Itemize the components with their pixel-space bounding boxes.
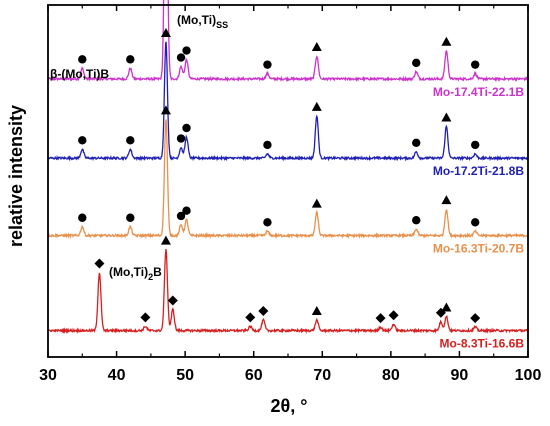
marker-circle-1-3 — [182, 123, 191, 133]
axes — [47, 4, 529, 358]
series-label-0: Mo-17.4Ti-22.1B — [433, 85, 524, 99]
marker-triangle-1-1 — [311, 101, 322, 111]
x-tick-label-3: 60 — [245, 367, 263, 384]
x-tick-label-7: 100 — [515, 367, 542, 384]
marker-circle-1-6 — [471, 140, 480, 150]
x-tick-label-5: 80 — [382, 367, 400, 384]
series-label-1: Mo-17.2Ti-21.8B — [433, 164, 524, 178]
marker-circle-1-5 — [412, 138, 421, 147]
x-tick-label-6: 90 — [451, 367, 469, 384]
marker-triangle-3-1 — [311, 306, 322, 316]
marker-circle-2-6 — [471, 218, 480, 227]
marker-circle-0-2 — [176, 53, 186, 62]
x-ticks: 30 40 50 60 70 80 90 100 — [39, 5, 541, 384]
series-line-0 — [47, 0, 529, 83]
marker-diamond-3-4 — [258, 306, 269, 317]
marker-circle-2-1 — [126, 213, 135, 222]
plot-frame — [47, 4, 529, 358]
y-axis-title: relative intensity — [6, 105, 26, 247]
marker-circle-2-4 — [263, 218, 272, 227]
marker-diamond-3-1 — [140, 312, 151, 323]
x-tick-label-4: 70 — [313, 367, 331, 384]
marker-circle-2-0 — [78, 213, 87, 222]
marker-circle-0-6 — [471, 60, 480, 69]
x-axis-title: 2θ, ° — [271, 396, 308, 416]
marker-triangle-2-0 — [160, 105, 171, 115]
series-label-2: Mo-16.3Ti-20.7B — [433, 242, 524, 256]
marker-circle-2-2 — [176, 211, 186, 221]
series-line-1 — [47, 41, 529, 162]
marker-diamond-3-5 — [375, 313, 386, 324]
marker-triangle-0-2 — [441, 36, 452, 46]
marker-circle-1-1 — [126, 136, 135, 145]
series-lines — [47, 0, 529, 334]
marker-circle-0-0 — [78, 55, 87, 64]
x-tick-label-0: 30 — [39, 367, 57, 384]
marker-circle-0-3 — [182, 46, 191, 55]
marker-triangle-1-2 — [441, 112, 452, 122]
annotation-beta: β-(Mo,Ti)B — [50, 67, 109, 81]
marker-circle-0-1 — [126, 55, 135, 64]
x-tick-label-1: 40 — [108, 367, 126, 384]
series-labels: Mo-17.4Ti-22.1B Mo-17.2Ti-21.8B Mo-16.3Ti-… — [433, 85, 524, 351]
phase-markers — [78, 27, 481, 324]
marker-circle-1-4 — [263, 140, 272, 150]
marker-triangle-2-1 — [311, 198, 322, 208]
annotation-boride: (Mo,Ti)2B — [109, 265, 162, 282]
annotation-ss: (Mo,Ti)SS — [177, 13, 228, 30]
marker-diamond-3-3 — [245, 312, 256, 323]
marker-diamond-3-2 — [167, 295, 178, 306]
marker-triangle-3-0 — [160, 235, 171, 245]
marker-circle-2-3 — [182, 206, 191, 215]
marker-triangle-3-2 — [441, 302, 452, 312]
marker-circle-2-5 — [412, 216, 421, 225]
marker-circle-1-2 — [176, 134, 186, 143]
marker-diamond-3-7 — [435, 307, 446, 318]
series-label-3: Mo-8.3Ti-16.6B — [440, 337, 525, 351]
series-line-3 — [47, 249, 529, 334]
x-tick-label-2: 50 — [176, 367, 194, 384]
marker-triangle-1-0 — [160, 27, 171, 37]
marker-diamond-3-8 — [470, 313, 481, 324]
marker-diamond-3-6 — [388, 310, 399, 321]
marker-circle-0-5 — [412, 58, 421, 68]
marker-diamond-3-0 — [94, 258, 105, 269]
series-line-2 — [47, 119, 529, 240]
marker-triangle-2-2 — [441, 195, 452, 205]
marker-circle-1-0 — [78, 136, 87, 145]
marker-triangle-0-1 — [311, 42, 322, 52]
marker-circle-0-4 — [263, 60, 272, 69]
